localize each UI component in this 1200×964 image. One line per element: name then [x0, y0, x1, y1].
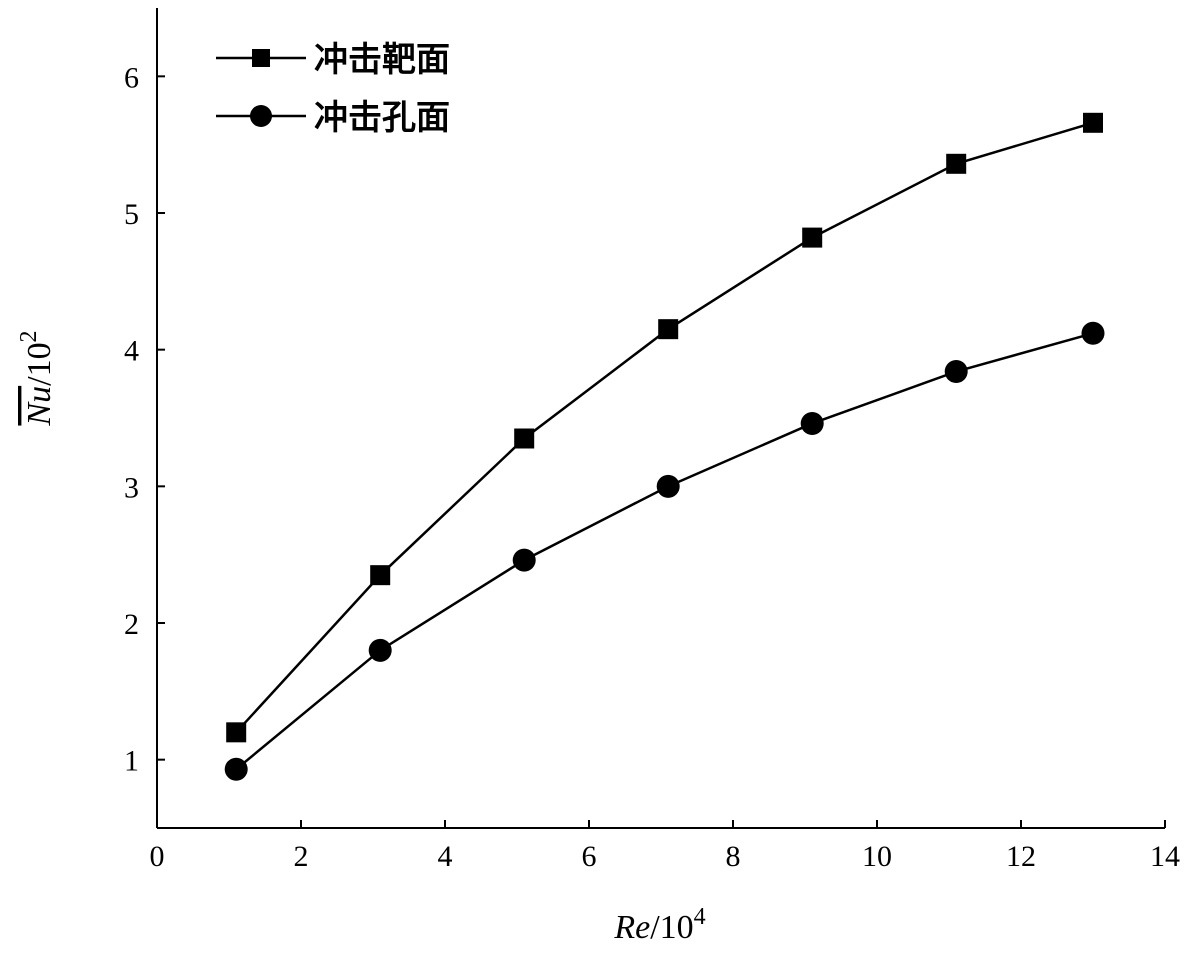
y-tick-label: 4 [124, 335, 139, 368]
y-axis-label-unit: /10 [21, 342, 58, 385]
series-line-0 [235, 121, 1094, 734]
data-point-square [514, 428, 535, 449]
legend-item-hole-surface: 冲击孔面 [216, 98, 450, 138]
legend-label-1: 冲击孔面 [314, 98, 450, 138]
x-axis-label: Re/104 [613, 904, 705, 946]
axes [156, 8, 1165, 829]
data-point-square [226, 722, 247, 743]
x-tick-label: 0 [150, 840, 165, 873]
x-tick-label: 8 [726, 840, 741, 873]
data-point-circle [656, 474, 680, 498]
x-tick-label: 2 [294, 840, 309, 873]
x-tick-label: 6 [582, 840, 597, 873]
y-axis-label-main: Nu [21, 386, 58, 427]
x-axis-label-main: Re [613, 909, 650, 946]
y-tick-label: 2 [124, 608, 139, 641]
x-tick-label: 12 [1006, 840, 1036, 873]
y-tick-label: 6 [124, 61, 139, 94]
legend-label-0: 冲击靶面 [314, 40, 450, 80]
y-tick-label: 3 [124, 471, 139, 504]
legend: 冲击靶面 冲击孔面 [216, 40, 450, 138]
legend-marker-circle [250, 105, 272, 127]
data-point-square [1083, 112, 1103, 133]
y-axis-label-group: Nu/102 [16, 330, 58, 426]
x-tick-label: 10 [862, 840, 892, 873]
series-line-1 [235, 332, 1094, 771]
data-point-circle [512, 548, 536, 572]
y-axis-label: Nu/102 [16, 330, 58, 426]
y-axis-label-exp: 2 [16, 330, 42, 342]
x-axis-label-exp: 4 [694, 904, 706, 930]
legend-item-target-surface: 冲击靶面 [216, 40, 450, 80]
data-point-circle [800, 411, 824, 435]
y-tick-label: 5 [124, 198, 139, 231]
data-point-square [802, 227, 823, 248]
data-point-square [370, 565, 391, 586]
x-tick-label: 4 [438, 840, 453, 873]
series-layer [224, 112, 1105, 781]
x-axis-label-unit: /10 [650, 909, 693, 946]
data-point-circle [368, 638, 392, 662]
data-point-circle [1081, 321, 1105, 345]
y-tick-label: 1 [124, 745, 139, 778]
x-tick-label: 14 [1150, 840, 1180, 873]
data-point-square [658, 319, 679, 340]
data-point-square [946, 153, 967, 174]
data-point-circle [224, 757, 248, 781]
data-point-circle [944, 360, 968, 384]
legend-marker-square [252, 49, 270, 67]
